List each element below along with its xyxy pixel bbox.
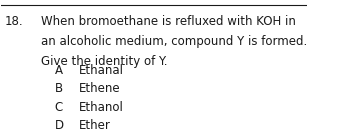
Text: Ether: Ether [79, 119, 111, 132]
Text: Ethanal: Ethanal [79, 64, 124, 77]
Text: Ethene: Ethene [79, 82, 121, 95]
Text: A: A [55, 64, 63, 77]
Text: C: C [55, 101, 63, 114]
Text: Ethanol: Ethanol [79, 101, 124, 114]
Text: 18.: 18. [4, 15, 23, 28]
Text: Give the identity of Y.: Give the identity of Y. [41, 55, 168, 68]
Text: an alcoholic medium, compound Y is formed.: an alcoholic medium, compound Y is forme… [41, 35, 307, 48]
Text: D: D [55, 119, 64, 132]
Text: When bromoethane is refluxed with KOH in: When bromoethane is refluxed with KOH in [41, 15, 296, 28]
Text: B: B [55, 82, 63, 95]
